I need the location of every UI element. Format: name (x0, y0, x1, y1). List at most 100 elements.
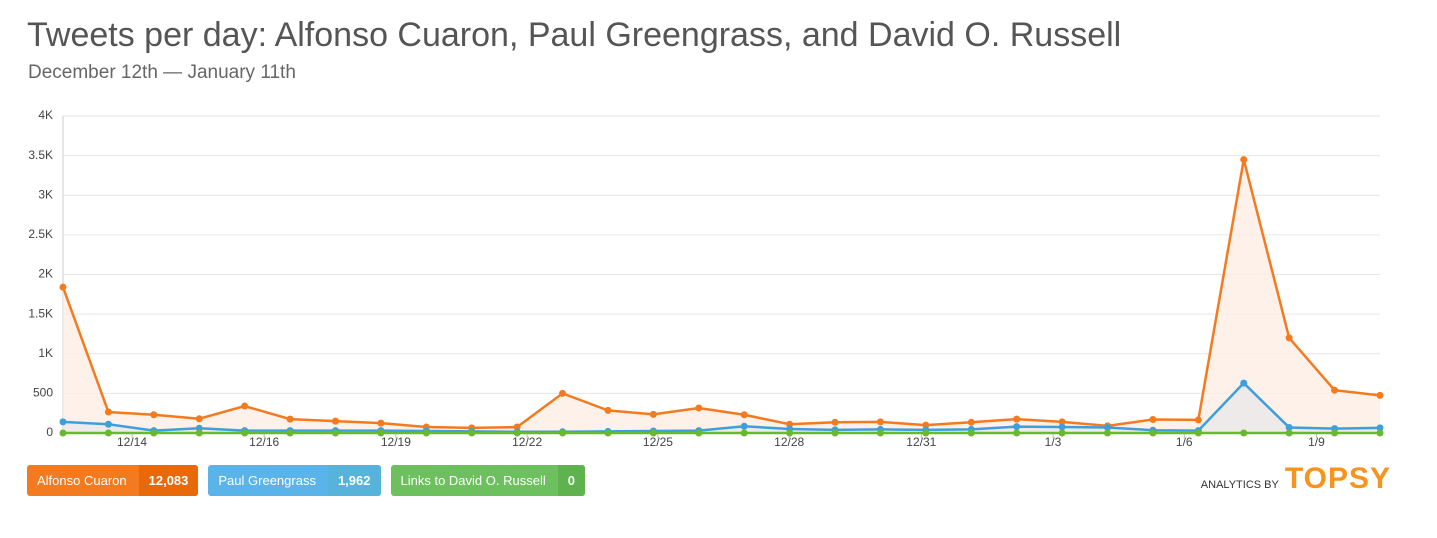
point (1376, 424, 1384, 432)
legend-item[interactable]: Paul Greengrass 1,962 (208, 465, 381, 496)
point (422, 429, 430, 437)
point (1194, 429, 1202, 437)
point (695, 429, 703, 437)
y-tick-label: 4K (38, 108, 53, 122)
legend-total: 12,083 (138, 465, 199, 496)
point (922, 429, 930, 437)
point (1331, 429, 1339, 437)
point (377, 429, 385, 437)
point (695, 404, 703, 412)
x-tick-label: 12/14 (117, 435, 147, 449)
point (1013, 415, 1021, 423)
point (1104, 429, 1112, 437)
point (831, 429, 839, 437)
y-tick-label: 2K (38, 267, 53, 281)
y-tick-label: 1.5K (28, 306, 53, 320)
point (1058, 418, 1066, 426)
point (104, 420, 112, 428)
x-tick-label: 12/28 (774, 435, 804, 449)
point (377, 419, 385, 427)
point (740, 411, 748, 419)
brand: ANALYTICS BY TOPSY (1201, 462, 1391, 496)
line (62, 381, 1381, 434)
legend: Alfonso Cuaron 12,083 Paul Greengrass 1,962… (27, 465, 585, 496)
point (876, 418, 884, 426)
point (559, 389, 567, 397)
point (513, 429, 521, 437)
point (1149, 429, 1157, 437)
point (604, 429, 612, 437)
chart-subtitle: December 12th — January 11th (28, 62, 296, 83)
point (1149, 416, 1157, 424)
point (876, 429, 884, 437)
legend-label: Paul Greengrass (218, 473, 316, 488)
point (1331, 386, 1339, 394)
x-tick-label: 12/19 (381, 435, 411, 449)
y-tick-label: 2.5K (28, 227, 53, 241)
legend-total: 1,962 (327, 465, 381, 496)
point (1285, 334, 1293, 342)
point (241, 402, 249, 410)
point (59, 429, 67, 437)
point (649, 410, 657, 418)
x-tick-label: 12/16 (249, 435, 279, 449)
point (967, 418, 975, 426)
point (59, 283, 67, 291)
point (559, 429, 567, 437)
point (740, 422, 748, 430)
point (1376, 429, 1384, 437)
point (649, 429, 657, 437)
point (967, 429, 975, 437)
point (1285, 423, 1293, 431)
x-tick-label: 1/3 (1045, 435, 1062, 449)
point (195, 429, 203, 437)
point (1104, 423, 1112, 431)
point (286, 415, 294, 423)
x-tick-label: 12/31 (906, 435, 936, 449)
legend-label: Links to David O. Russell (400, 473, 546, 488)
chart-title: Tweets per day: Alfonso Cuaron, Paul Gre… (27, 16, 1122, 54)
point (331, 417, 339, 425)
x-tick-label: 12/22 (512, 435, 542, 449)
point (241, 429, 249, 437)
line (61, 159, 1381, 430)
point (59, 418, 67, 426)
point (331, 429, 339, 437)
point (1240, 156, 1248, 164)
point (831, 418, 839, 426)
point (1285, 429, 1293, 437)
legend-total: 0 (557, 465, 585, 496)
y-tick-label: 500 (33, 386, 53, 400)
area (63, 159, 1380, 433)
point (1058, 423, 1066, 431)
point (1240, 379, 1248, 387)
legend-item[interactable]: Links to David O. Russell 0 (390, 465, 585, 496)
legend-item[interactable]: Alfonso Cuaron 12,083 (27, 465, 199, 496)
x-tick-label: 1/6 (1176, 435, 1193, 449)
point (1240, 429, 1248, 437)
x-tick-label: 12/25 (643, 435, 673, 449)
y-tick-label: 3.5K (28, 148, 53, 162)
y-tick-label: 0 (46, 425, 53, 439)
y-tick-label: 1K (38, 346, 53, 360)
y-tick-label: 3K (38, 187, 53, 201)
point (1376, 391, 1384, 399)
point (104, 408, 112, 416)
brand-prefix: ANALYTICS BY (1200, 479, 1279, 491)
point (1013, 429, 1021, 437)
point (150, 429, 158, 437)
point (1194, 416, 1202, 424)
point (468, 429, 476, 437)
point (786, 429, 794, 437)
brand-logo: TOPSY (1284, 462, 1391, 495)
chart: 0 500 1K 1.5K 2K 2.5K 3K 3.5K 4K 12/14 12/16 12/19 1… (28, 108, 1384, 449)
point (286, 429, 294, 437)
point (1013, 423, 1021, 431)
point (604, 406, 612, 414)
x-tick-label: 1/9 (1308, 435, 1325, 449)
point (740, 429, 748, 437)
legend-label: Alfonso Cuaron (37, 473, 127, 488)
point (104, 429, 112, 437)
point (195, 415, 203, 423)
